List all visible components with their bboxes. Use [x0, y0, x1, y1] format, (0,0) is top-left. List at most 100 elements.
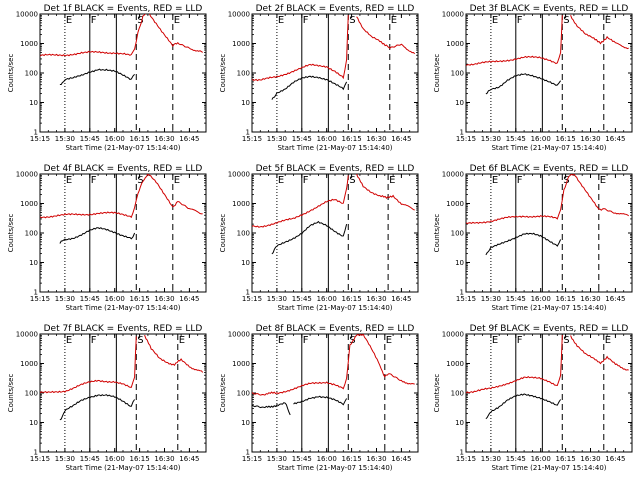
y-tick-label: 10: [241, 259, 250, 267]
y-axis-label: Counts/sec: [433, 54, 441, 93]
plot-frame: [251, 13, 419, 133]
y-tick-label: 1: [246, 289, 250, 297]
x-tick-label: 16:45: [179, 135, 199, 143]
x-tick-label: 15:15: [456, 135, 476, 143]
x-tick-label: 16:15: [130, 135, 150, 143]
y-tick-label: 100: [25, 390, 38, 398]
event-marker-label: E: [389, 175, 395, 186]
x-tick-label: 15:45: [292, 135, 312, 143]
event-marker-label: S: [349, 175, 355, 186]
y-tick-label: 1: [246, 129, 250, 137]
y-tick-label: 100: [451, 70, 464, 78]
y-axis-label: Counts/sec: [433, 214, 441, 253]
event-marker-label: E: [174, 175, 180, 186]
y-tick-label: 100: [451, 230, 464, 238]
plot-frame: [465, 13, 633, 133]
chart-title: Det 8f BLACK = Events, RED = LLD: [256, 324, 415, 334]
x-tick-label: 16:45: [605, 455, 625, 463]
event-marker-label: S: [563, 15, 569, 26]
x-tick-label: 15:30: [481, 455, 501, 463]
y-tick-label: 10: [241, 419, 250, 427]
x-tick-label: 16:00: [317, 455, 337, 463]
x-tick-label: 16:30: [580, 135, 600, 143]
x-tick-label: 16:45: [605, 295, 625, 303]
y-tick-label: 10: [29, 419, 38, 427]
chart-title: Det 5f BLACK = Events, RED = LLD: [256, 164, 415, 174]
event-marker-label: E: [391, 15, 397, 26]
event-marker-label: S: [349, 15, 355, 26]
event-marker-label: E: [605, 335, 611, 346]
chart-title: Det 1f BLACK = Events, RED = LLD: [44, 4, 203, 14]
event-marker-label: F: [303, 175, 309, 186]
y-tick-label: 10000: [16, 331, 38, 339]
x-axis-label: Start Time (21-May-07 15:14:40): [65, 464, 180, 472]
event-marker-label: F: [517, 175, 523, 186]
series-line-lld: [252, 15, 416, 82]
series-line-lld: [252, 334, 415, 396]
event-marker-label: F: [91, 15, 97, 26]
series-line-events: [59, 227, 136, 244]
y-tick-label: 1000: [20, 360, 38, 368]
x-tick-label: 16:00: [531, 295, 551, 303]
x-tick-label: 16:00: [105, 135, 125, 143]
x-axis-label: Start Time (21-May-07 15:14:40): [277, 304, 392, 312]
x-tick-label: 15:45: [292, 295, 312, 303]
chart-panel-9: Det 9f BLACK = Events, RED = LLD 1 10 100 10…: [433, 324, 633, 472]
x-tick-label: 16:15: [556, 295, 576, 303]
x-tick-label: 16:15: [130, 295, 150, 303]
x-tick-label: 16:30: [366, 455, 386, 463]
series-line-events: [252, 395, 348, 416]
event-marker-label: E: [492, 15, 498, 26]
x-tick-label: 16:30: [580, 295, 600, 303]
y-tick-label: 100: [25, 70, 38, 78]
y-tick-label: 1000: [20, 40, 38, 48]
y-tick-label: 1000: [446, 360, 464, 368]
x-tick-label: 16:00: [531, 455, 551, 463]
x-tick-label: 15:45: [80, 135, 100, 143]
y-tick-label: 10000: [228, 331, 250, 339]
x-tick-label: 15:45: [292, 455, 312, 463]
x-axis-label: Start Time (21-May-07 15:14:40): [65, 144, 180, 152]
x-axis-label: Start Time (21-May-07 15:14:40): [277, 464, 392, 472]
x-axis-label: Start Time (21-May-07 15:14:40): [491, 304, 606, 312]
chart-title: Det 4f BLACK = Events, RED = LLD: [44, 164, 203, 174]
series-line-lld: [40, 334, 204, 394]
x-tick-label: 15:30: [267, 295, 287, 303]
event-marker-label: S: [563, 335, 569, 346]
series-line-lld: [466, 334, 629, 394]
event-marker-label: E: [278, 335, 284, 346]
x-tick-label: 16:15: [342, 455, 362, 463]
y-tick-label: 1: [460, 289, 464, 297]
y-tick-label: 1000: [20, 200, 38, 208]
chart-panel-4: Det 4f BLACK = Events, RED = LLD 1 10 100 10…: [7, 164, 207, 312]
y-tick-label: 10000: [442, 171, 464, 179]
chart-panel-6: Det 6f BLACK = Events, RED = LLD 1 10 100 10…: [433, 164, 633, 312]
event-marker-label: S: [137, 175, 143, 186]
series-line-events: [59, 394, 136, 421]
y-tick-label: 1000: [446, 200, 464, 208]
x-tick-label: 16:00: [105, 295, 125, 303]
y-tick-label: 100: [237, 70, 250, 78]
y-tick-label: 10: [455, 259, 464, 267]
event-marker-label: S: [137, 15, 143, 26]
plot-frame: [465, 333, 633, 453]
chart-panel-8: Det 8f BLACK = Events, RED = LLD 1 10 100 10…: [219, 324, 419, 472]
series-line-events: [485, 393, 562, 420]
x-tick-label: 16:45: [179, 295, 199, 303]
x-tick-label: 15:30: [481, 295, 501, 303]
event-marker-label: E: [605, 15, 611, 26]
chart-panel-5: Det 5f BLACK = Events, RED = LLD 1 10 100 10…: [219, 164, 419, 312]
event-marker-label: E: [278, 175, 284, 186]
y-axis-label: Counts/sec: [219, 374, 227, 413]
x-axis-label: Start Time (21-May-07 15:14:40): [491, 144, 606, 152]
y-tick-label: 10000: [228, 171, 250, 179]
series-line-lld: [40, 14, 203, 57]
y-axis-label: Counts/sec: [219, 54, 227, 93]
y-tick-label: 1: [460, 129, 464, 137]
x-tick-label: 16:30: [366, 135, 386, 143]
x-tick-label: 16:15: [556, 455, 576, 463]
plot-frame: [465, 173, 633, 293]
y-tick-label: 10: [29, 99, 38, 107]
x-tick-label: 15:15: [456, 295, 476, 303]
